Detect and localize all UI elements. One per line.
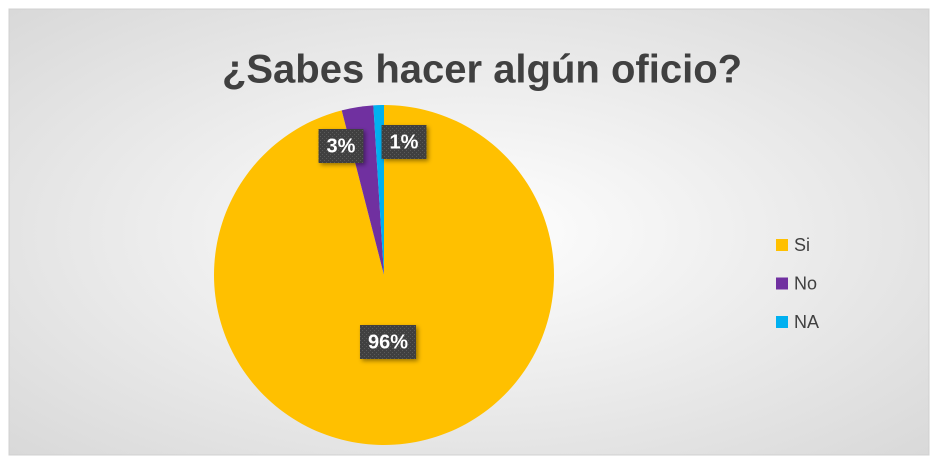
data-labels: 96% 3% 1% <box>318 125 427 359</box>
legend: Si No NA <box>776 235 819 332</box>
data-label-box <box>318 129 364 163</box>
data-label-box <box>359 325 417 359</box>
legend-label: No <box>794 273 817 293</box>
legend-swatch <box>776 277 788 290</box>
pie-slice <box>373 105 384 275</box>
chart-title: ¿Sabes hacer algún oficio? <box>222 48 742 92</box>
legend-label: Si <box>794 235 810 255</box>
data-label: 3% <box>327 135 356 157</box>
data-label: 96% <box>368 331 408 353</box>
data-label: 1% <box>390 131 419 153</box>
data-label-box <box>381 125 427 159</box>
legend-swatch <box>776 316 788 328</box>
legend-label: NA <box>794 312 819 332</box>
legend-swatch <box>776 239 788 251</box>
